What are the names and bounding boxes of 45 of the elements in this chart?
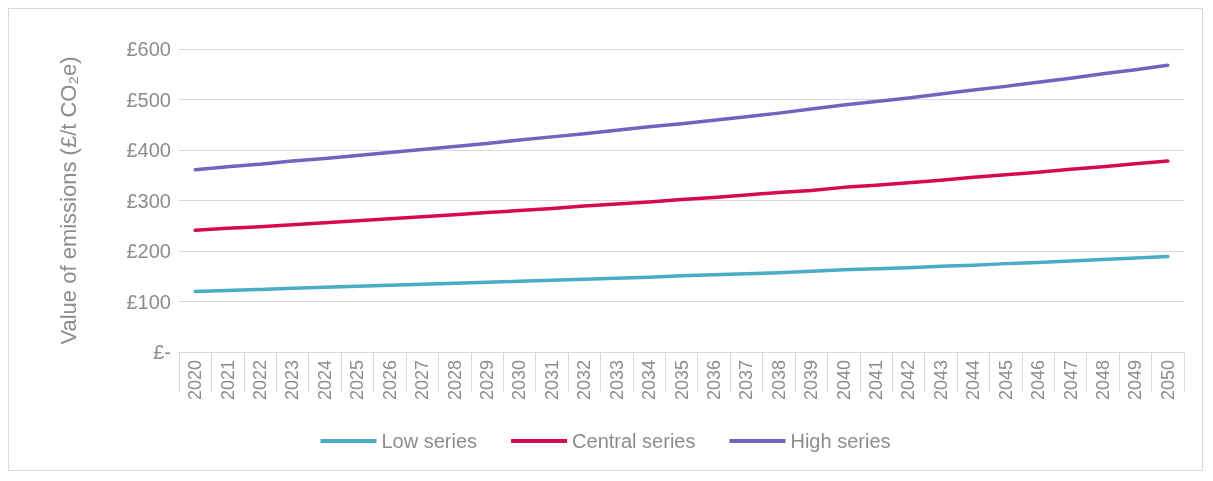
x-tick-label: 2041 [866,360,887,401]
x-tick-label: 2048 [1092,360,1113,401]
x-tick-label: 2037 [736,360,757,401]
x-tick-label: 2026 [379,360,400,401]
x-tick-label: 2042 [898,360,919,401]
x-tick-label: 2025 [347,360,368,401]
x-tick-label: 2029 [476,360,497,401]
x-tick-label: 2035 [671,360,692,401]
x-tick-label: 2028 [444,360,465,401]
y-tick-label: £400 [126,139,171,161]
x-tick-label: 2033 [606,360,627,401]
x-tick-label: 2023 [282,360,303,401]
line-series [193,63,1170,172]
x-tick-label: 2047 [1060,360,1081,401]
y-tick-label: £300 [126,189,171,212]
line-series [193,254,1170,294]
legend-label: Central series [572,430,696,452]
x-tick-label: 2022 [250,360,271,401]
x-tick-label: 2040 [833,360,854,401]
x-tick-label: 2043 [930,360,951,401]
x-tick-label: 2045 [995,360,1016,401]
y-axis-title: Value of emissions (£/t CO₂e) [55,56,81,345]
x-tick-label: 2049 [1125,360,1146,401]
y-tick-label: £200 [126,240,171,262]
y-tick-label: £600 [126,38,171,60]
y-tick-label: £100 [126,290,171,313]
y-tick-label: £500 [126,88,171,111]
x-tick-label: 2024 [314,360,335,401]
x-tick-label: 2020 [185,360,206,401]
x-tick-label: 2050 [1157,360,1178,401]
line-series [193,159,1170,233]
x-tick-label: 2030 [509,360,530,401]
legend-label: High series [790,430,891,452]
x-tick-label: 2036 [703,360,724,401]
x-tick-label: 2032 [574,360,595,401]
x-tick-label: 2044 [963,360,984,401]
x-tick-label: 2038 [768,360,789,401]
x-tick-label: 2027 [412,360,433,401]
legend-label: Low series [381,430,478,452]
x-tick-label: 2031 [541,360,562,401]
x-tick-label: 2021 [217,360,238,401]
x-tick-label: 2046 [1028,360,1049,401]
x-tick-label: 2034 [639,360,660,401]
x-tick-label: 2039 [801,360,822,401]
y-tick-label: £- [153,341,171,363]
